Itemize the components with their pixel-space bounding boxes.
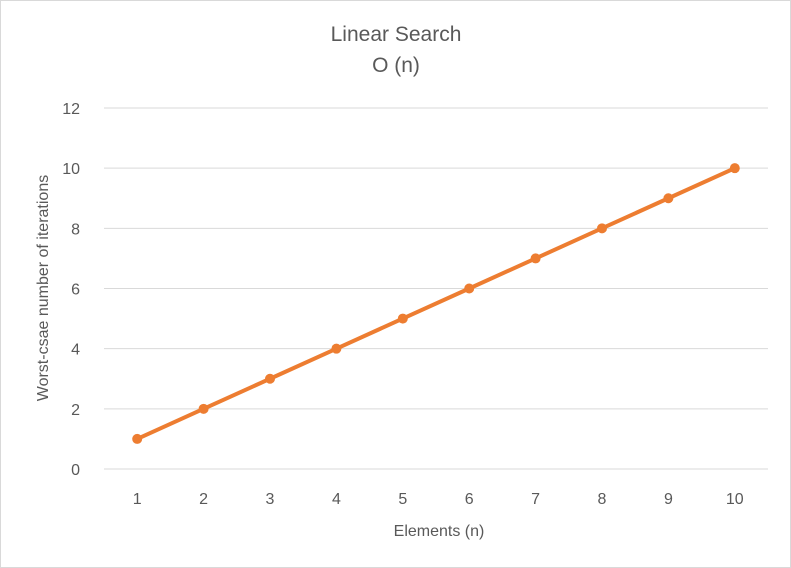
x-axis-title: Elements (n) xyxy=(394,523,485,540)
series-group xyxy=(132,163,740,444)
x-tick-label: 3 xyxy=(266,491,275,508)
x-tick-label: 10 xyxy=(726,491,744,508)
y-tick-label: 2 xyxy=(71,402,80,419)
x-axis-ticks: 1 2 3 4 5 6 7 8 9 10 xyxy=(133,491,744,508)
y-tick-label: 4 xyxy=(71,342,80,359)
data-point xyxy=(729,163,740,174)
data-point xyxy=(597,223,607,234)
x-tick-label: 4 xyxy=(332,491,341,508)
gridlines xyxy=(104,107,768,470)
y-tick-label: 6 xyxy=(71,282,80,299)
chart-subtitle: O (n) xyxy=(372,54,420,77)
x-tick-label: 9 xyxy=(664,491,673,508)
y-axis-title: Worst-csae number of iterations xyxy=(35,175,52,401)
y-tick-label: 0 xyxy=(71,462,80,479)
x-tick-label: 7 xyxy=(531,491,540,508)
x-tick-label: 6 xyxy=(465,491,474,508)
data-point xyxy=(464,283,475,294)
chart-title: Linear Search xyxy=(331,23,462,46)
x-tick-label: 5 xyxy=(398,491,407,508)
data-point xyxy=(132,433,143,444)
x-tick-label: 1 xyxy=(133,491,142,508)
data-point xyxy=(530,253,541,264)
y-tick-label: 10 xyxy=(62,161,80,178)
data-point xyxy=(198,403,209,414)
x-tick-label: 8 xyxy=(598,491,607,508)
x-tick-label: 2 xyxy=(199,491,208,508)
data-point xyxy=(265,373,275,384)
y-tick-label: 12 xyxy=(62,101,80,118)
data-point xyxy=(663,193,674,204)
y-tick-label: 8 xyxy=(71,221,80,238)
data-point xyxy=(331,343,342,354)
y-axis-ticks: 0 2 4 6 8 10 12 xyxy=(62,101,80,479)
data-point xyxy=(397,313,408,324)
series-line xyxy=(135,166,737,441)
